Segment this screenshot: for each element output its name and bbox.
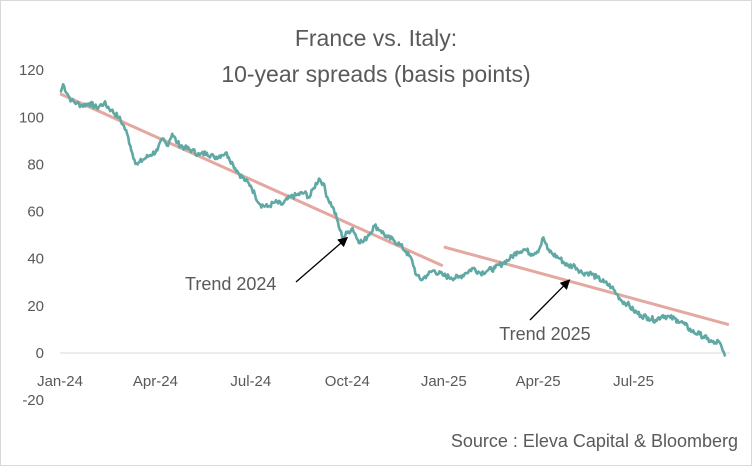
chart-subtitle: 10-year spreads (basis points)	[221, 61, 531, 87]
x-tick-label: Jul-24	[230, 373, 271, 390]
spread-series-line	[59, 83, 727, 357]
trend-annotation-label: Trend 2025	[499, 324, 590, 344]
trend-annotation-label: Trend 2024	[185, 274, 276, 294]
y-tick-label: 0	[36, 345, 44, 362]
source-note: Source : Eleva Capital & Bloomberg	[450, 431, 738, 451]
y-tick-label: 60	[27, 204, 44, 221]
y-tick-label: 100	[19, 109, 44, 126]
y-tick-label: 120	[19, 62, 44, 79]
x-tick-label: Jul-25	[613, 373, 654, 390]
y-tick-label: 80	[27, 156, 44, 173]
y-tick-label: 40	[27, 251, 44, 268]
x-tick-label: Jan-24	[37, 373, 83, 390]
trend-line	[443, 245, 730, 327]
trend-line	[59, 92, 444, 268]
x-tick-label: Oct-24	[325, 373, 370, 390]
y-tick-label: -20	[22, 392, 44, 409]
chart-title: France vs. Italy:	[294, 25, 458, 51]
x-tick-label: Apr-24	[133, 373, 178, 390]
y-tick-label: 20	[27, 298, 44, 315]
annotation-arrow	[529, 279, 571, 321]
annotation-arrow	[295, 236, 349, 283]
x-tick-label: Jan-25	[421, 373, 467, 390]
x-tick-label: Apr-25	[516, 373, 561, 390]
